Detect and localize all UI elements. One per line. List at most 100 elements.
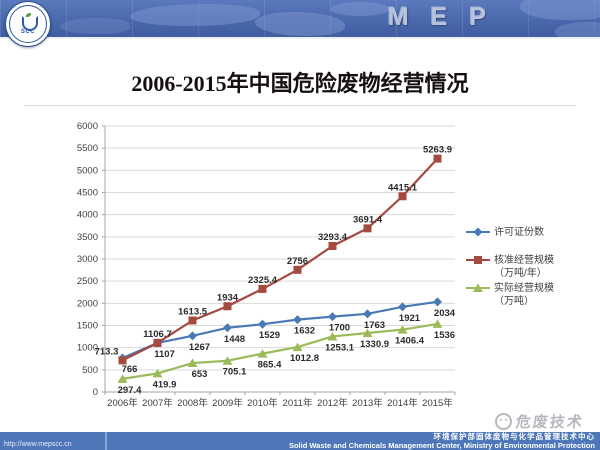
line-chart: 0 500 1000 1500 2000 2500 3000 3500 4000 4500 5000… — [77, 121, 554, 409]
data-point-marker-square — [118, 356, 127, 365]
data-label: 1106.7 — [143, 329, 172, 340]
y-axis-tick-label: 5500 — [77, 143, 98, 154]
footer-left-block: http://www.mepscc.cn — [0, 432, 105, 450]
data-label: 1107 — [154, 349, 175, 360]
data-point-marker-diamond — [473, 227, 483, 237]
series-line — [122, 300, 438, 360]
data-label: 865.4 — [258, 360, 282, 371]
y-axis-tick-label: 2500 — [77, 276, 98, 287]
x-axis-tick-label: 2011年 — [283, 397, 313, 409]
y-axis-tick-label: 6000 — [77, 121, 98, 132]
data-point-marker-square — [258, 284, 267, 293]
top-banner: MEP — [0, 0, 600, 39]
data-label: 1613.5 — [178, 306, 208, 317]
data-label: 2756 — [287, 256, 308, 267]
legend-label: 许可证份数 — [494, 225, 544, 238]
y-axis-tick-label: 2000 — [77, 298, 98, 309]
data-point-marker-diamond — [223, 323, 232, 333]
data-label: 705.1 — [223, 367, 247, 378]
data-point-marker-diamond — [363, 309, 372, 319]
scc-logo-inner-ring: SCC — [9, 5, 47, 43]
legend-label: （万吨） — [494, 294, 534, 307]
x-axis-tick-label: 2008年 — [177, 397, 208, 409]
data-label: 1448 — [224, 334, 245, 345]
data-point-marker-triangle — [117, 374, 128, 383]
x-axis-tick-label: 2006年 — [107, 397, 138, 409]
scc-logo-label: SCC — [20, 28, 36, 35]
watermark-logo-icon — [494, 413, 512, 430]
y-axis-tick-label: 3000 — [77, 254, 98, 265]
data-point-marker-square — [188, 316, 197, 325]
data-label: 713.3 — [95, 346, 119, 357]
data-label: 1267 — [189, 342, 210, 353]
watermark-text: 危废技术 — [514, 414, 585, 431]
data-label: 1253.1 — [325, 342, 355, 353]
data-label: 1921 — [399, 313, 421, 324]
legend-label: 实际经营规模 — [494, 281, 554, 294]
scc-logo: SCC — [5, 1, 51, 47]
data-point-marker-diamond — [328, 312, 337, 322]
data-label: 1536 — [434, 330, 455, 341]
world-map-shape — [255, 12, 345, 36]
data-point-marker-diamond — [433, 297, 442, 307]
data-label: 4415.1 — [388, 182, 418, 193]
scc-emblem-icon — [20, 12, 38, 31]
data-label: 1406.4 — [395, 336, 425, 347]
data-label: 1632 — [294, 326, 315, 337]
x-axis-tick-label: 2013年 — [352, 397, 383, 409]
world-map-shape — [330, 2, 390, 16]
data-label: 766 — [122, 364, 138, 375]
world-map-shape — [555, 22, 600, 37]
data-point-marker-triangle — [257, 349, 268, 358]
mep-brand-text: MEP — [387, 3, 508, 31]
data-label: 1529 — [259, 330, 280, 341]
legend-label: （万吨/年） — [494, 266, 547, 279]
footer-bar: http://www.mepscc.cn 环境保护部固体废物与化学品管理技术中心… — [0, 432, 600, 450]
data-point-marker-triangle — [327, 331, 338, 341]
data-label: 1934 — [217, 292, 239, 303]
data-label: 297.4 — [118, 385, 142, 396]
data-label: 2325.4 — [248, 275, 278, 286]
data-point-marker-triangle — [152, 368, 163, 378]
title-divider — [24, 105, 576, 106]
data-label: 2034 — [434, 308, 456, 319]
y-axis-tick-label: 500 — [82, 365, 98, 376]
data-label: 3691.4 — [353, 214, 383, 225]
data-point-marker-diamond — [258, 319, 267, 329]
world-map-shape — [520, 0, 600, 20]
x-axis-tick-label: 2015年 — [422, 397, 453, 409]
data-point-marker-triangle — [473, 283, 483, 292]
x-axis-tick-label: 2009年 — [212, 397, 243, 409]
data-label: 5263.9 — [423, 145, 452, 156]
y-axis-tick-label: 4500 — [77, 188, 98, 199]
data-point-marker-diamond — [293, 315, 302, 325]
legend-label: 核准经营规模 — [494, 253, 554, 266]
footer-url: http://www.mepscc.cn — [4, 441, 72, 448]
series-line — [122, 322, 438, 380]
data-point-marker-triangle — [187, 358, 198, 368]
x-axis-tick-label: 2007年 — [142, 397, 173, 409]
data-label: 1330.9 — [360, 339, 389, 350]
data-point-marker-square — [328, 241, 337, 250]
data-point-marker-triangle — [362, 328, 373, 337]
y-axis-tick-label: 5000 — [77, 165, 98, 176]
x-axis-tick-label: 2014年 — [387, 397, 418, 409]
data-point-marker-diamond — [188, 331, 197, 341]
data-label: 653 — [192, 369, 208, 380]
data-label: 3293.4 — [318, 232, 348, 243]
data-point-marker-triangle — [432, 319, 443, 328]
watermark: 危废技术 — [494, 411, 585, 432]
data-point-marker-square — [153, 338, 162, 347]
data-label: 1700 — [329, 323, 350, 334]
data-point-marker-square — [223, 302, 232, 311]
y-axis-tick-label: 1500 — [77, 321, 98, 332]
x-axis-tick-label: 2012年 — [317, 397, 348, 409]
data-point-marker-square — [363, 224, 372, 233]
data-point-marker-diamond — [398, 302, 407, 312]
data-label: 1763 — [364, 320, 385, 331]
data-point-marker-square — [293, 265, 302, 274]
footer-separator — [105, 432, 107, 450]
data-point-marker-square — [398, 192, 407, 201]
data-point-marker-triangle — [292, 342, 303, 352]
data-point-marker-triangle — [222, 356, 233, 365]
